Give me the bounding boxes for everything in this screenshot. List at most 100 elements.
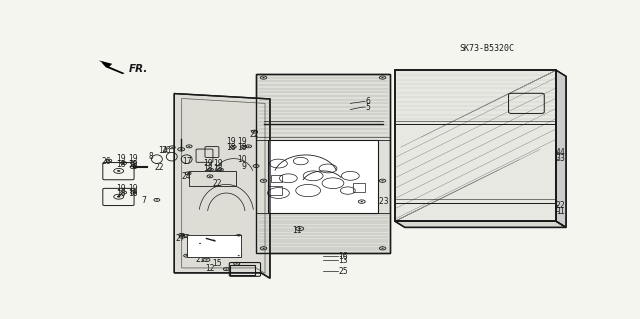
Text: 9: 9 xyxy=(241,161,246,171)
Text: 18: 18 xyxy=(128,160,138,168)
Circle shape xyxy=(117,196,120,197)
Text: 11: 11 xyxy=(292,226,301,235)
Circle shape xyxy=(213,240,215,241)
Text: 19: 19 xyxy=(128,154,138,163)
Text: 22: 22 xyxy=(250,130,259,139)
Text: 26: 26 xyxy=(102,157,111,166)
Bar xyxy=(187,235,241,257)
Circle shape xyxy=(262,77,265,78)
Text: 3: 3 xyxy=(559,154,564,163)
Circle shape xyxy=(187,173,189,174)
Text: 1: 1 xyxy=(559,207,564,216)
Circle shape xyxy=(209,176,211,177)
Text: 3: 3 xyxy=(556,154,561,163)
Text: 15: 15 xyxy=(212,259,222,268)
Circle shape xyxy=(248,146,250,147)
Text: 14: 14 xyxy=(158,146,168,155)
Bar xyxy=(353,183,365,192)
Circle shape xyxy=(132,163,134,164)
Circle shape xyxy=(381,248,384,249)
Text: 19: 19 xyxy=(213,159,223,168)
Circle shape xyxy=(220,169,221,170)
Circle shape xyxy=(132,192,134,193)
Text: 17: 17 xyxy=(182,157,191,166)
Polygon shape xyxy=(395,221,566,227)
Text: 12: 12 xyxy=(205,264,214,273)
Circle shape xyxy=(237,255,240,256)
Text: — 23: — 23 xyxy=(369,197,388,206)
Text: 5: 5 xyxy=(365,103,370,112)
Text: 19: 19 xyxy=(128,184,138,193)
Text: 22: 22 xyxy=(155,163,164,172)
Polygon shape xyxy=(395,70,556,221)
Bar xyxy=(269,140,378,213)
Text: 18: 18 xyxy=(116,160,126,168)
Circle shape xyxy=(243,146,244,147)
Polygon shape xyxy=(102,62,125,74)
Text: 6: 6 xyxy=(365,97,370,106)
Polygon shape xyxy=(99,60,112,67)
Circle shape xyxy=(381,77,384,78)
Circle shape xyxy=(209,169,211,170)
Polygon shape xyxy=(556,70,566,227)
Text: 26: 26 xyxy=(162,145,172,154)
Circle shape xyxy=(236,263,238,264)
Text: 4: 4 xyxy=(556,148,561,157)
Circle shape xyxy=(237,235,240,236)
Circle shape xyxy=(255,166,257,167)
Circle shape xyxy=(188,146,190,147)
Circle shape xyxy=(381,180,384,181)
Text: 19: 19 xyxy=(203,159,212,168)
Text: 7: 7 xyxy=(141,196,146,205)
Text: 2: 2 xyxy=(556,201,561,210)
Text: 2: 2 xyxy=(559,201,564,210)
Circle shape xyxy=(123,192,125,193)
Text: 18: 18 xyxy=(213,165,223,174)
Circle shape xyxy=(253,131,255,132)
Text: 24: 24 xyxy=(182,172,191,181)
Bar xyxy=(271,174,282,182)
Text: 21: 21 xyxy=(195,255,205,264)
Circle shape xyxy=(232,146,234,147)
Text: 4: 4 xyxy=(559,148,564,157)
Text: 19: 19 xyxy=(116,184,126,193)
Text: 1: 1 xyxy=(556,207,561,216)
Circle shape xyxy=(117,170,120,172)
Text: 18: 18 xyxy=(226,143,236,152)
Text: 23: 23 xyxy=(358,197,367,206)
Circle shape xyxy=(199,243,201,244)
Circle shape xyxy=(225,269,227,270)
Circle shape xyxy=(262,248,265,249)
Circle shape xyxy=(298,228,301,229)
Text: 27: 27 xyxy=(176,234,186,243)
Text: 18: 18 xyxy=(204,165,212,174)
Polygon shape xyxy=(256,74,390,253)
Text: 16: 16 xyxy=(338,252,348,261)
Text: 19: 19 xyxy=(226,137,236,146)
Circle shape xyxy=(180,234,183,235)
Text: 20: 20 xyxy=(205,236,215,245)
Polygon shape xyxy=(174,93,270,278)
Circle shape xyxy=(205,259,208,260)
Circle shape xyxy=(186,255,188,256)
Text: 25: 25 xyxy=(338,267,348,276)
Text: 19: 19 xyxy=(237,137,246,146)
Circle shape xyxy=(360,201,363,202)
Text: 18: 18 xyxy=(116,189,126,198)
Circle shape xyxy=(262,180,265,181)
Circle shape xyxy=(181,236,183,237)
Text: 10: 10 xyxy=(237,155,246,164)
Bar xyxy=(189,171,236,186)
Circle shape xyxy=(180,149,182,150)
Text: 22: 22 xyxy=(212,179,221,188)
Text: 13: 13 xyxy=(338,256,348,265)
Circle shape xyxy=(108,160,110,161)
Text: SK73-B5320C: SK73-B5320C xyxy=(460,44,514,53)
Text: FR.: FR. xyxy=(129,64,148,74)
Circle shape xyxy=(172,147,173,148)
Circle shape xyxy=(186,235,188,236)
Circle shape xyxy=(156,199,158,200)
Bar xyxy=(269,186,282,196)
Text: 19: 19 xyxy=(116,154,126,163)
Text: 18: 18 xyxy=(237,143,246,152)
